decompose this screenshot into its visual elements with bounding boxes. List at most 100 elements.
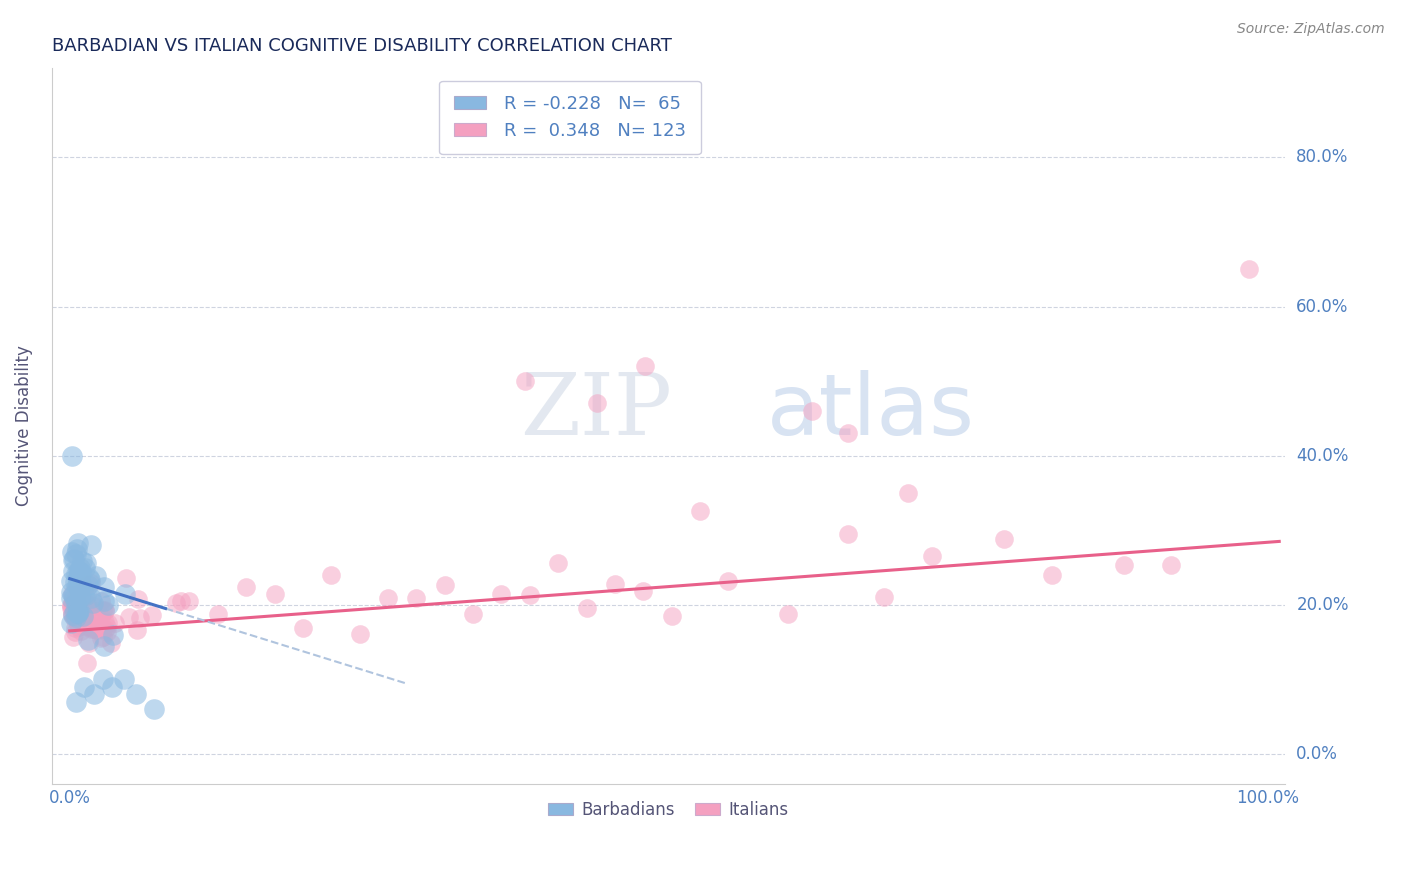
Point [63, 621, 86, 635]
Point [125, 624, 148, 638]
Point [65, 547, 87, 561]
Point [73, 618, 96, 632]
Point [67, 565, 90, 579]
Point [689, 503, 711, 517]
Point [141, 607, 163, 622]
Point [69, 561, 91, 575]
Point [60, 449, 83, 463]
Point [837, 527, 859, 541]
Point [519, 588, 541, 602]
Text: 20.0%: 20.0% [1296, 596, 1348, 614]
Point [66, 607, 89, 621]
Point [633, 359, 655, 374]
Point [70, 554, 93, 568]
Point [66, 575, 89, 590]
Point [585, 396, 607, 410]
Point [93, 630, 115, 644]
Point [65, 595, 87, 609]
Point [75, 561, 97, 575]
Point [94, 615, 117, 629]
Point [993, 532, 1015, 546]
Point [1112, 558, 1135, 573]
Point [114, 572, 136, 586]
Point [69, 597, 91, 611]
Point [433, 578, 456, 592]
Point [80, 622, 103, 636]
Point [291, 621, 314, 635]
Point [100, 636, 122, 650]
Text: atlas: atlas [768, 370, 976, 453]
Point [84, 615, 107, 629]
Point [491, 587, 513, 601]
Point [76, 577, 98, 591]
Point [69, 582, 91, 596]
Point [1239, 262, 1261, 277]
Point [235, 580, 257, 594]
Point [79, 619, 101, 633]
Point [96, 625, 118, 640]
Point [128, 611, 150, 625]
Point [60, 607, 83, 622]
Point [66, 606, 89, 620]
Point [65, 610, 87, 624]
Point [63, 604, 86, 618]
Point [62, 611, 84, 625]
Text: BARBADIAN VS ITALIAN COGNITIVE DISABILITY CORRELATION CHART: BARBADIAN VS ITALIAN COGNITIVE DISABILIT… [52, 37, 672, 55]
Point [72, 588, 94, 602]
Point [69, 624, 91, 639]
Point [83, 606, 105, 620]
Point [72, 608, 94, 623]
Text: 80.0%: 80.0% [1296, 148, 1348, 167]
Point [80, 591, 103, 606]
Point [66, 602, 89, 616]
Point [66, 578, 89, 592]
Point [921, 549, 943, 564]
Point [59, 599, 82, 613]
Point [77, 604, 100, 618]
Point [60, 607, 83, 621]
Point [94, 604, 117, 618]
Point [873, 590, 896, 604]
Point [349, 626, 371, 640]
Point [513, 374, 536, 388]
Point [67, 617, 90, 632]
Point [73, 609, 96, 624]
Text: 60.0%: 60.0% [1296, 298, 1348, 316]
Point [65, 695, 87, 709]
Text: Source: ZipAtlas.com: Source: ZipAtlas.com [1237, 22, 1385, 37]
Point [1160, 558, 1182, 573]
Point [91, 673, 114, 687]
Point [75, 556, 97, 570]
Point [62, 564, 84, 578]
Point [547, 556, 569, 570]
Point [62, 630, 84, 644]
Point [60, 545, 83, 559]
Text: ZIP: ZIP [520, 370, 672, 453]
Point [96, 620, 118, 634]
Point [75, 588, 97, 602]
Point [114, 587, 136, 601]
Point [93, 603, 115, 617]
Point [69, 609, 91, 624]
Text: 40.0%: 40.0% [1296, 447, 1348, 465]
Point [59, 585, 82, 599]
Point [100, 680, 122, 694]
Point [72, 601, 94, 615]
Point [77, 577, 100, 591]
Point [91, 603, 114, 617]
Point [59, 599, 82, 613]
Point [77, 616, 100, 631]
Point [97, 599, 120, 613]
Point [60, 595, 83, 609]
Point [83, 599, 105, 613]
Point [76, 600, 98, 615]
Point [80, 538, 103, 552]
Point [84, 620, 107, 634]
Point [69, 603, 91, 617]
Point [65, 566, 87, 581]
Legend: Barbadians, Italians: Barbadians, Italians [541, 794, 796, 825]
Point [59, 574, 82, 589]
Point [59, 616, 82, 631]
Point [62, 597, 84, 611]
Point [79, 574, 101, 588]
